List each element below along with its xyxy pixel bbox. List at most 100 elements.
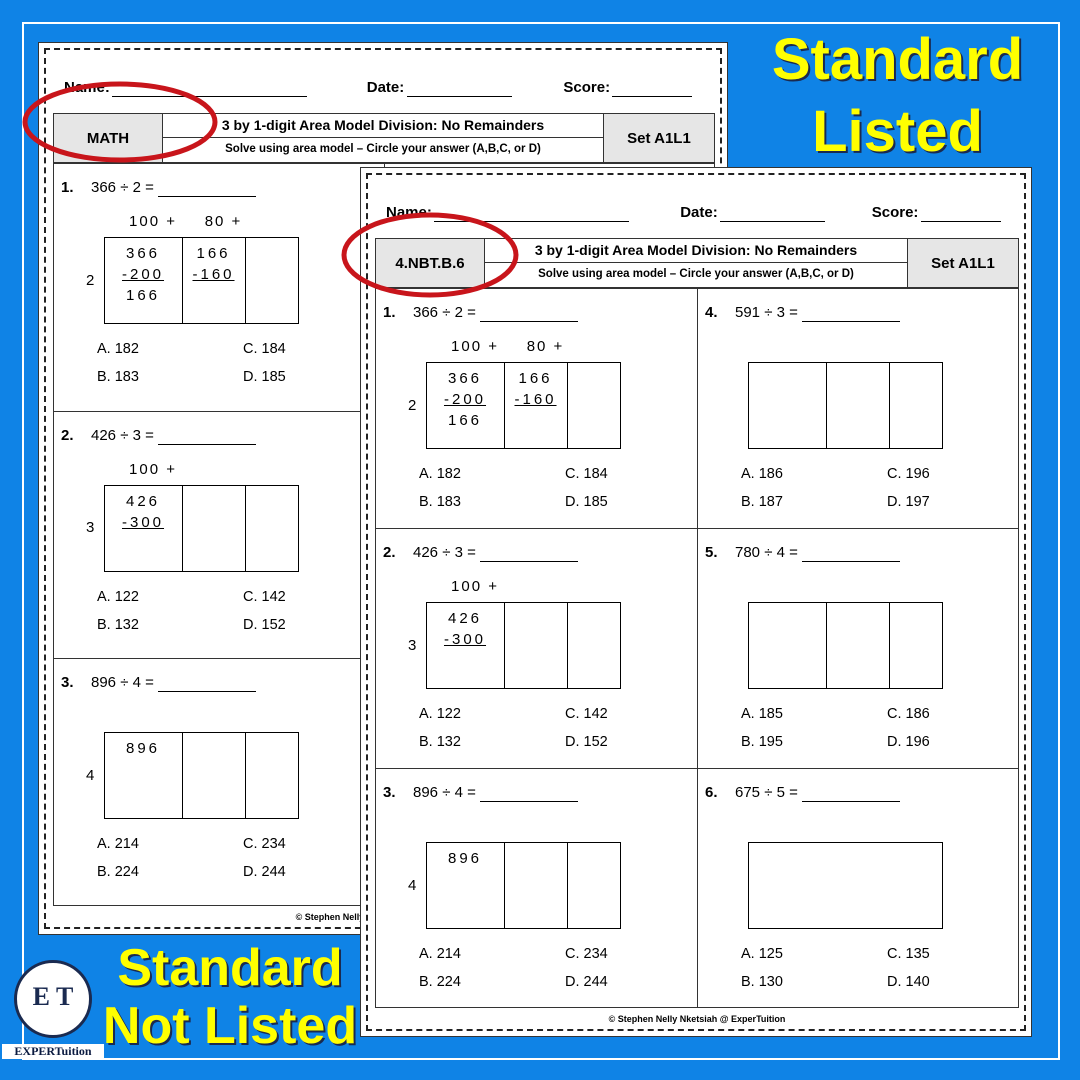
answer-choice: C. 184 <box>243 341 286 357</box>
area-divider <box>182 732 183 820</box>
answer-choice: B. 130 <box>741 974 783 990</box>
problem-number: 3. <box>383 784 396 801</box>
problem-number: 5. <box>705 544 718 561</box>
answer-choice: B. 187 <box>741 494 783 510</box>
score-label: Score: <box>563 79 611 96</box>
area-number: 366 <box>447 370 483 387</box>
answer-choice: C. 196 <box>887 466 930 482</box>
blank-line <box>406 96 512 97</box>
answer-choice: D. 244 <box>565 974 608 990</box>
answer-choice: A. 186 <box>741 466 783 482</box>
answer-choice: B. 132 <box>419 734 461 750</box>
area-model <box>748 362 943 449</box>
answer-choice: A. 125 <box>741 946 783 962</box>
answer-line <box>480 561 578 562</box>
problem-expression: 366 ÷ 2 = <box>413 304 476 321</box>
logo-letters: E T <box>32 982 74 1011</box>
answer-line <box>480 321 578 322</box>
area-number: 366 <box>125 245 161 262</box>
blank-line <box>720 221 826 222</box>
answer-choice: A. 185 <box>741 706 783 722</box>
problem-expression: 896 ÷ 4 = <box>413 784 476 801</box>
area-number: 426 <box>125 492 161 510</box>
answer-choice: C. 184 <box>565 466 608 482</box>
area-divider <box>182 237 183 324</box>
answer-choice: D. 196 <box>887 734 930 750</box>
banner-text: Standard <box>117 939 343 997</box>
subject-cell: MATH <box>53 113 163 163</box>
answer-choice: A. 214 <box>97 836 139 853</box>
instructions: Solve using area model – Circle your ans… <box>538 268 854 280</box>
area-model <box>426 362 621 449</box>
answer-choice: D. 185 <box>243 369 286 385</box>
blank-line <box>434 221 629 222</box>
date-label: Date: <box>366 79 405 96</box>
answer-choice: A. 182 <box>419 466 461 482</box>
footer: © Stephen Nelly Nketsiah @ ExperTuition <box>608 1014 786 1024</box>
divisor: 2 <box>86 271 95 289</box>
area-number: -200 <box>121 266 165 283</box>
banner-text: Listed <box>812 99 983 164</box>
answer-choice: C. 186 <box>887 706 930 722</box>
problem-expression: 426 ÷ 3 = <box>413 544 476 561</box>
area-divider <box>826 362 827 449</box>
area-divider <box>245 237 246 324</box>
title-divider <box>485 262 907 263</box>
answer-choice: A. 122 <box>97 588 139 605</box>
area-number: -300 <box>121 513 165 531</box>
area-divider <box>504 842 505 929</box>
answer-choice: B. 183 <box>97 369 139 385</box>
problem-expression: 426 ÷ 3 = <box>91 426 154 444</box>
area-model <box>104 237 299 324</box>
quotient-header: 80 + <box>204 213 243 230</box>
answer-choice: B. 195 <box>741 734 783 750</box>
area-divider <box>889 362 890 449</box>
answer-choice: D. 152 <box>565 734 608 750</box>
problem-number: 4. <box>705 304 718 321</box>
area-number: -160 <box>192 266 235 283</box>
answer-choice: D. 152 <box>243 616 286 633</box>
problem-expression: 591 ÷ 3 = <box>735 304 798 321</box>
problem-expression: 780 ÷ 4 = <box>735 544 798 561</box>
grid-line <box>375 768 1019 769</box>
answer-choice: B. 224 <box>97 864 139 881</box>
problem-number: 1. <box>383 304 396 321</box>
set-cell: Set A1L1 <box>907 238 1019 288</box>
area-model <box>104 484 299 572</box>
area-model <box>426 602 621 689</box>
logo-text: EXPERTuition <box>2 1044 104 1059</box>
answer-choice: A. 182 <box>97 341 139 357</box>
area-divider <box>504 602 505 689</box>
area-divider <box>567 842 568 929</box>
subject-cell: 4.NBT.B.6 <box>375 238 485 288</box>
quotient-header: 100 + <box>129 213 177 230</box>
answer-line <box>158 443 256 445</box>
area-divider <box>504 362 505 449</box>
answer-choice: D. 185 <box>565 494 608 510</box>
answer-choice: C. 135 <box>887 946 930 962</box>
dashed-border <box>366 173 1026 1031</box>
area-number: 166 <box>196 245 231 262</box>
area-model <box>748 842 943 929</box>
divisor: 4 <box>86 766 95 784</box>
banner-text: Standard <box>771 27 1024 92</box>
area-number: 896 <box>447 850 483 867</box>
area-number: 166 <box>447 412 483 429</box>
date-label: Date: <box>680 204 718 221</box>
highlight-circle <box>341 212 519 298</box>
answer-choice: B. 224 <box>419 974 461 990</box>
answer-choice: D. 197 <box>887 494 930 510</box>
area-number: 166 <box>125 287 161 304</box>
divisor: 2 <box>408 396 417 414</box>
answer-line <box>802 801 900 802</box>
quotient-header: 100 + <box>129 460 177 478</box>
answer-line <box>158 691 256 693</box>
answer-line <box>480 801 578 802</box>
problem-number: 1. <box>61 179 74 196</box>
area-number: -300 <box>443 631 487 648</box>
highlight-circle <box>22 81 218 163</box>
answer-choice: A. 214 <box>419 946 461 962</box>
answer-line <box>802 561 900 562</box>
